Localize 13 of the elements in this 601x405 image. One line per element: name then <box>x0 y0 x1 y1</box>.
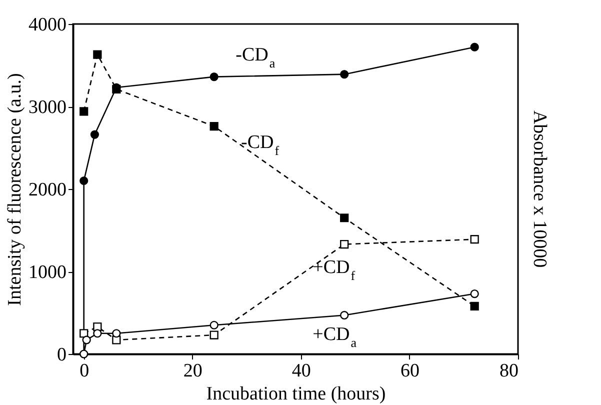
y-axis-title: Intensity of fluorescence (a.u.) <box>4 73 26 306</box>
y-tick-label: 3000 <box>28 97 66 118</box>
x-tick-label: 0 <box>80 360 90 382</box>
y2-axis-title: Absorbance x 10000 <box>529 110 550 268</box>
x-tick-label: 40 <box>292 360 311 382</box>
x-axis-title: Incubation time (hours) <box>206 384 386 404</box>
y-tick-label: 4000 <box>28 14 66 36</box>
x-tick-label: 20 <box>183 360 202 382</box>
y-tick-label: 0 <box>57 344 66 366</box>
x-tick-label: 80 <box>500 360 518 382</box>
y-tick-label: 1000 <box>28 262 66 283</box>
x-tick-label: 60 <box>400 360 420 382</box>
y-tick-label: 2000 <box>28 180 66 200</box>
